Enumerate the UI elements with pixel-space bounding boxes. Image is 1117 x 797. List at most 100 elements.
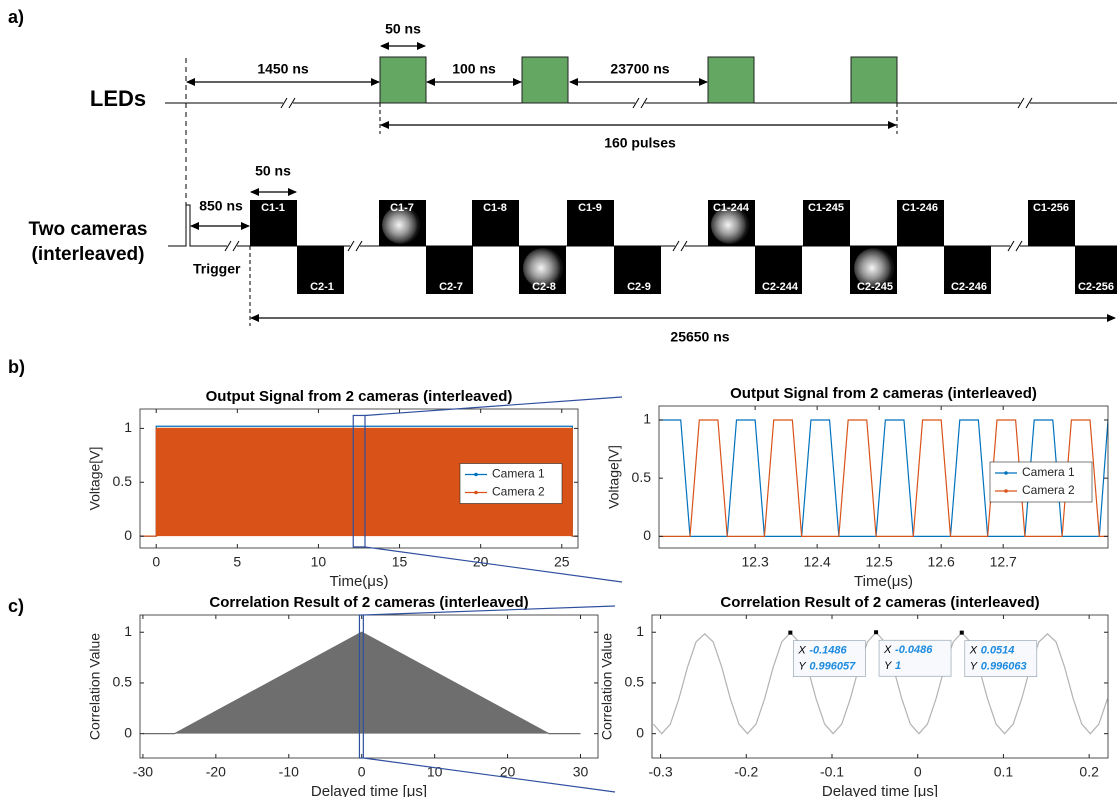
- x-tick-label: 12.4: [804, 554, 831, 570]
- y-tick-label: 1: [124, 419, 132, 435]
- y-tick-label: 0.5: [113, 674, 133, 690]
- frame-label: C1-7: [390, 202, 414, 214]
- row-label: Two cameras: [29, 219, 148, 240]
- x-axis-label: Time(μs): [330, 573, 389, 590]
- frame-label: C2-9: [627, 281, 651, 293]
- panel-label: a): [8, 7, 24, 27]
- chart-title: Correlation Result of 2 cameras (interle…: [209, 594, 528, 611]
- x-tick-label: 10: [311, 554, 327, 570]
- led-pulse: [851, 57, 897, 103]
- frame-label: C1-246: [902, 202, 938, 214]
- frame-label: C2-256: [1078, 281, 1114, 293]
- y-axis-label: Correlation Value: [87, 633, 103, 740]
- y-axis-label: Correlation Value: [599, 633, 615, 740]
- row-label: LEDs: [90, 86, 146, 111]
- x-tick-label: -0.3: [649, 764, 673, 780]
- x-tick-label: 12.3: [742, 554, 769, 570]
- dimension-label: 23700 ns: [610, 61, 669, 77]
- x-tick-label: 5: [233, 554, 241, 570]
- frame-label: C1-1: [261, 202, 285, 214]
- datatip-key: X: [969, 645, 978, 657]
- x-tick-label: -0.2: [734, 764, 758, 780]
- frame-label: C2-246: [951, 281, 987, 293]
- frame-label: C1-244: [713, 202, 750, 214]
- y-axis-label: Voltage[V]: [87, 447, 103, 511]
- dimension-label: 50 ns: [255, 163, 291, 179]
- datatip-value: -0.0486: [895, 644, 933, 656]
- y-tick-label: 0.5: [113, 473, 133, 489]
- frame-label: C1-8: [483, 202, 507, 214]
- chart-title: Output Signal from 2 cameras (interleave…: [730, 385, 1037, 402]
- datatip-value: -0.1486: [809, 645, 847, 657]
- frame-label: C1-245: [808, 202, 844, 214]
- datatip-key: Y: [970, 661, 978, 673]
- chart-title: Correlation Result of 2 cameras (interle…: [720, 594, 1039, 611]
- dimension-label: 50 ns: [385, 21, 421, 37]
- y-tick-label: 0: [643, 527, 651, 543]
- y-tick-label: 0.5: [632, 469, 652, 485]
- x-tick-label: 30: [573, 764, 589, 780]
- datatip-marker: [788, 631, 792, 635]
- x-tick-label: 25: [554, 554, 570, 570]
- x-tick-label: 0: [358, 764, 366, 780]
- y-tick-label: 1: [124, 623, 132, 639]
- legend-label: Camera 2: [1022, 483, 1075, 497]
- datatip-value: 0.996063: [981, 661, 1027, 673]
- legend-label: Camera 1: [492, 467, 545, 481]
- x-axis-label: Delayed time [μs]: [311, 783, 427, 797]
- dimension-label: 1450 ns: [257, 61, 309, 77]
- y-tick-label: 0: [636, 724, 644, 740]
- datatip-value: 1: [895, 660, 901, 672]
- x-tick-label: 0: [914, 764, 922, 780]
- x-tick-label: -0.1: [820, 764, 844, 780]
- panel-label: c): [8, 596, 24, 616]
- legend-label: Camera 1: [1022, 465, 1075, 479]
- panel-label: b): [8, 357, 25, 377]
- datatip-key: Y: [798, 661, 806, 673]
- x-tick-label: 12.5: [866, 554, 893, 570]
- y-tick-label: 1: [636, 623, 644, 639]
- x-tick-label: 10: [427, 764, 443, 780]
- led-pulse: [380, 57, 426, 103]
- y-tick-label: 0: [124, 527, 132, 543]
- y-axis-label: Voltage[V]: [606, 445, 622, 509]
- legend-label: Camera 2: [492, 485, 545, 499]
- chart-title: Output Signal from 2 cameras (interleave…: [206, 388, 513, 405]
- x-tick-label: -30: [133, 764, 153, 780]
- x-tick-label: 12.7: [990, 554, 1017, 570]
- x-axis-label: Time(μs): [854, 573, 913, 590]
- datatip-marker: [874, 630, 878, 634]
- x-tick-label: 15: [392, 554, 408, 570]
- y-tick-label: 0: [124, 724, 132, 740]
- datatip-key: X: [797, 645, 806, 657]
- x-tick-label: -20: [206, 764, 226, 780]
- led-pulse: [708, 57, 754, 103]
- x-tick-label: 0.1: [994, 764, 1014, 780]
- trigger-label: Trigger: [193, 261, 241, 277]
- frame-label: C1-256: [1033, 202, 1069, 214]
- legend-swatch: [474, 491, 478, 495]
- x-axis-label: Delayed time [μs]: [822, 783, 938, 797]
- x-tick-label: 0: [152, 554, 160, 570]
- y-tick-label: 1: [643, 411, 651, 427]
- figure: a) b) c) LEDs Two cameras (interleaved) …: [0, 0, 1117, 797]
- legend-swatch: [1004, 471, 1008, 475]
- frame-label: C2-7: [439, 281, 463, 293]
- led-pulse: [522, 57, 568, 103]
- frame-label: C2-1: [310, 281, 334, 293]
- dimension-label: 850 ns: [199, 198, 243, 214]
- dimension-label: 100 ns: [452, 61, 496, 77]
- datatip-key: Y: [884, 660, 892, 672]
- row-label: (interleaved): [32, 244, 145, 265]
- frame-label: C1-9: [578, 202, 602, 214]
- datatip-marker: [960, 631, 964, 635]
- frame-label: C2-244: [762, 281, 799, 293]
- y-tick-label: 0.5: [625, 674, 645, 690]
- x-tick-label: 0.2: [1079, 764, 1099, 780]
- legend-swatch: [1004, 489, 1008, 493]
- legend-swatch: [474, 473, 478, 477]
- datatip-value: 0.996057: [809, 661, 856, 673]
- datatip-value: 0.0514: [981, 645, 1015, 657]
- x-tick-label: 12.6: [928, 554, 955, 570]
- datatip-key: X: [883, 644, 892, 656]
